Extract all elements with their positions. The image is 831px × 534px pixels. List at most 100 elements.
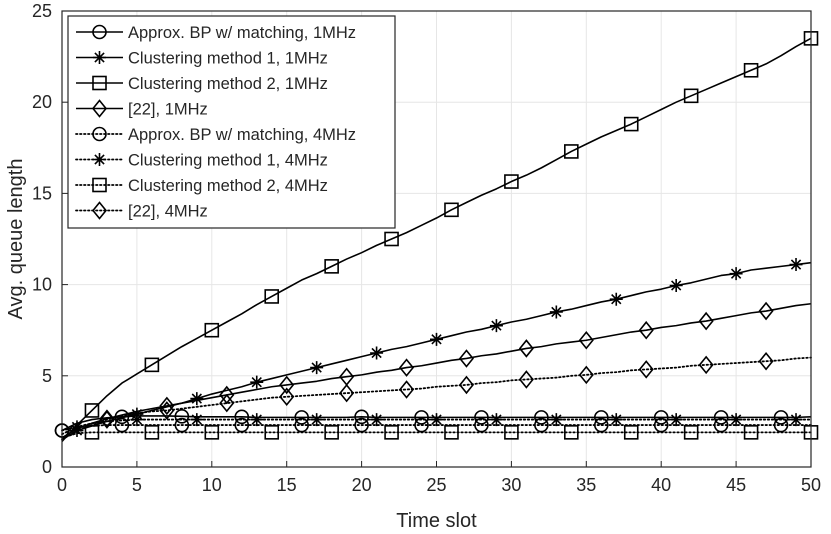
data-point (370, 346, 384, 360)
data-point (474, 410, 489, 425)
data-point (190, 413, 204, 427)
data-point (549, 413, 563, 427)
data-point (144, 357, 160, 373)
data-point (70, 420, 84, 434)
series-line (61, 302, 812, 439)
data-point (190, 392, 204, 406)
x-tick-label: 45 (726, 475, 746, 495)
data-point (578, 365, 594, 385)
data-point (339, 383, 355, 403)
data-point (653, 410, 669, 425)
data-point (638, 320, 654, 340)
legend-entry: Clustering method 1, 4MHz (75, 152, 328, 170)
series-4 (61, 301, 812, 439)
data-point (250, 375, 264, 389)
data-point (729, 413, 743, 427)
data-point (144, 425, 160, 440)
data-point (683, 425, 699, 440)
legend-label: [22], 1MHz (128, 101, 208, 119)
legend-marker (92, 126, 107, 142)
data-point (444, 425, 459, 440)
data-point (384, 231, 399, 247)
data-point (370, 413, 384, 427)
series-3 (61, 31, 819, 443)
x-tick-label: 50 (801, 475, 821, 495)
data-point (549, 305, 563, 319)
legend-marker (93, 51, 106, 64)
data-point (758, 351, 774, 371)
data-point (773, 410, 789, 425)
data-point (458, 349, 474, 368)
data-point (593, 410, 609, 425)
data-point (534, 410, 549, 425)
series-6 (61, 413, 812, 436)
legend-label: Clustering method 2, 1MHz (128, 75, 328, 93)
legend-marker (93, 153, 106, 166)
data-point (159, 396, 175, 416)
data-point (578, 330, 594, 350)
legend-label: Approx. BP w/ matching, 1MHz (128, 24, 356, 42)
x-tick-label: 40 (651, 475, 671, 495)
y-tick-label: 15 (32, 183, 52, 203)
data-point (279, 387, 295, 407)
data-point (623, 425, 639, 440)
data-point (324, 259, 339, 274)
data-point (324, 425, 339, 440)
data-point (669, 413, 683, 427)
data-point (234, 409, 250, 425)
legend-box (67, 15, 396, 229)
data-point (698, 355, 714, 375)
data-point (204, 425, 220, 440)
legend-marker (91, 99, 108, 118)
data-point (564, 144, 579, 159)
data-point (458, 375, 474, 395)
legend-entry: [22], 1MHz (76, 99, 208, 119)
data-point (623, 116, 639, 132)
data-point (204, 322, 220, 338)
data-point (444, 202, 459, 218)
data-point (758, 301, 774, 321)
data-point (414, 410, 429, 425)
data-point (698, 311, 714, 331)
data-point (638, 360, 654, 379)
legend-label: Clustering method 1, 1MHz (128, 50, 328, 68)
y-tick-label: 5 (42, 366, 52, 386)
legend-entry: Clustering method 2, 1MHz (76, 75, 328, 93)
data-point (743, 425, 759, 440)
data-point (743, 62, 759, 78)
legend-marker (92, 24, 107, 40)
y-tick-label: 20 (32, 92, 52, 112)
data-point (399, 358, 415, 377)
x-tick-label: 5 (132, 475, 142, 495)
data-point (683, 88, 699, 104)
legend-marker (92, 177, 107, 193)
x-axis-label: Time slot (396, 510, 477, 532)
x-tick-label: 20 (352, 475, 372, 495)
data-point (219, 393, 235, 413)
legend-label: Approx. BP w/ matching, 4MHz (128, 126, 356, 144)
series-7 (61, 425, 819, 440)
data-point (789, 258, 803, 272)
data-point (789, 413, 803, 427)
series-8 (61, 351, 812, 441)
data-point (564, 425, 579, 440)
data-point (489, 319, 503, 333)
legend-label: Clustering method 1, 4MHz (128, 152, 328, 170)
legend-entry: Clustering method 2, 4MHz (75, 177, 328, 195)
plot-series (54, 31, 819, 443)
data-point (130, 413, 144, 427)
x-tick-label: 0 (57, 475, 67, 495)
legend-entry: Approx. BP w/ matching, 4MHz (75, 126, 356, 144)
x-tick-label: 35 (576, 475, 596, 495)
data-point (159, 401, 175, 420)
data-point (504, 425, 519, 440)
data-point (250, 413, 264, 427)
data-point (489, 413, 503, 427)
data-point (279, 375, 295, 395)
series-line (61, 431, 812, 439)
x-tick-label: 10 (202, 475, 222, 495)
data-point (518, 370, 534, 389)
legend-label: Clustering method 2, 4MHz (128, 177, 328, 195)
data-point (174, 408, 190, 424)
